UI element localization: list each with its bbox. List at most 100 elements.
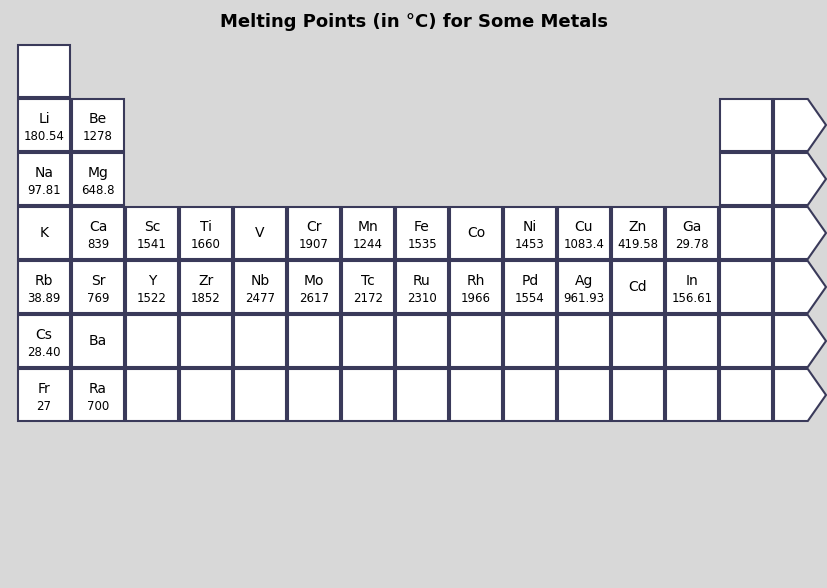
Text: 1966: 1966 xyxy=(461,292,490,305)
FancyBboxPatch shape xyxy=(395,207,447,259)
FancyBboxPatch shape xyxy=(179,261,232,313)
Text: Zn: Zn xyxy=(629,220,647,234)
Text: 29.78: 29.78 xyxy=(674,238,708,251)
Text: 97.81: 97.81 xyxy=(27,184,60,197)
FancyBboxPatch shape xyxy=(504,261,555,313)
Text: 1535: 1535 xyxy=(407,238,437,251)
Text: 38.89: 38.89 xyxy=(27,292,60,305)
Text: 156.61: 156.61 xyxy=(671,292,712,305)
Text: Mo: Mo xyxy=(304,274,324,288)
Polygon shape xyxy=(773,207,825,259)
Text: Cr: Cr xyxy=(306,220,322,234)
FancyBboxPatch shape xyxy=(611,207,663,259)
Text: Zr: Zr xyxy=(198,274,213,288)
Polygon shape xyxy=(773,153,825,205)
FancyBboxPatch shape xyxy=(665,261,717,313)
Text: 1522: 1522 xyxy=(137,292,167,305)
Text: Sc: Sc xyxy=(144,220,160,234)
Text: 1083.4: 1083.4 xyxy=(563,238,604,251)
FancyBboxPatch shape xyxy=(288,207,340,259)
Polygon shape xyxy=(773,369,825,421)
Text: Rh: Rh xyxy=(466,274,485,288)
FancyBboxPatch shape xyxy=(72,369,124,421)
FancyBboxPatch shape xyxy=(719,153,771,205)
Text: 769: 769 xyxy=(87,292,109,305)
FancyBboxPatch shape xyxy=(18,153,70,205)
FancyBboxPatch shape xyxy=(179,315,232,367)
Text: 180.54: 180.54 xyxy=(23,130,65,143)
FancyBboxPatch shape xyxy=(611,261,663,313)
Text: 2310: 2310 xyxy=(407,292,437,305)
FancyBboxPatch shape xyxy=(342,315,394,367)
Text: Ti: Ti xyxy=(200,220,212,234)
Polygon shape xyxy=(773,99,825,151)
Text: Fe: Fe xyxy=(414,220,429,234)
Text: Sr: Sr xyxy=(91,274,105,288)
Text: Tc: Tc xyxy=(361,274,375,288)
Text: Ba: Ba xyxy=(88,334,107,348)
FancyBboxPatch shape xyxy=(557,261,609,313)
Text: Ga: Ga xyxy=(681,220,700,234)
FancyBboxPatch shape xyxy=(719,369,771,421)
FancyBboxPatch shape xyxy=(126,261,178,313)
Text: 1541: 1541 xyxy=(137,238,167,251)
FancyBboxPatch shape xyxy=(342,369,394,421)
FancyBboxPatch shape xyxy=(504,369,555,421)
FancyBboxPatch shape xyxy=(72,261,124,313)
Text: Fr: Fr xyxy=(37,382,50,396)
FancyBboxPatch shape xyxy=(18,45,70,97)
FancyBboxPatch shape xyxy=(449,369,501,421)
FancyBboxPatch shape xyxy=(449,207,501,259)
FancyBboxPatch shape xyxy=(72,207,124,259)
Text: Mn: Mn xyxy=(357,220,378,234)
FancyBboxPatch shape xyxy=(395,369,447,421)
FancyBboxPatch shape xyxy=(557,369,609,421)
Text: Mg: Mg xyxy=(88,166,108,180)
FancyBboxPatch shape xyxy=(126,369,178,421)
Text: 419.58: 419.58 xyxy=(617,238,657,251)
Text: Ca: Ca xyxy=(88,220,107,234)
Text: 961.93: 961.93 xyxy=(562,292,604,305)
Text: 2617: 2617 xyxy=(299,292,328,305)
FancyBboxPatch shape xyxy=(18,261,70,313)
FancyBboxPatch shape xyxy=(179,369,232,421)
Text: Co: Co xyxy=(466,226,485,240)
Text: Melting Points (in °C) for Some Metals: Melting Points (in °C) for Some Metals xyxy=(220,13,607,31)
Text: Li: Li xyxy=(38,112,50,126)
FancyBboxPatch shape xyxy=(557,207,609,259)
FancyBboxPatch shape xyxy=(234,261,285,313)
Text: 28.40: 28.40 xyxy=(27,346,60,359)
Text: 1278: 1278 xyxy=(83,130,112,143)
FancyBboxPatch shape xyxy=(504,315,555,367)
FancyBboxPatch shape xyxy=(288,261,340,313)
Text: K: K xyxy=(40,226,49,240)
Text: Ag: Ag xyxy=(574,274,592,288)
Text: Ni: Ni xyxy=(522,220,537,234)
Text: 1907: 1907 xyxy=(299,238,328,251)
Text: Na: Na xyxy=(35,166,54,180)
Text: Cu: Cu xyxy=(574,220,592,234)
FancyBboxPatch shape xyxy=(719,99,771,151)
Text: In: In xyxy=(685,274,697,288)
FancyBboxPatch shape xyxy=(288,315,340,367)
FancyBboxPatch shape xyxy=(719,315,771,367)
Text: 648.8: 648.8 xyxy=(81,184,115,197)
FancyBboxPatch shape xyxy=(665,207,717,259)
Text: Cd: Cd xyxy=(628,280,647,294)
FancyBboxPatch shape xyxy=(18,369,70,421)
FancyBboxPatch shape xyxy=(395,261,447,313)
Text: 1453: 1453 xyxy=(514,238,544,251)
Text: 839: 839 xyxy=(87,238,109,251)
FancyBboxPatch shape xyxy=(18,207,70,259)
FancyBboxPatch shape xyxy=(234,315,285,367)
FancyBboxPatch shape xyxy=(18,315,70,367)
FancyBboxPatch shape xyxy=(72,153,124,205)
Text: 700: 700 xyxy=(87,400,109,413)
Text: 2172: 2172 xyxy=(352,292,383,305)
FancyBboxPatch shape xyxy=(557,315,609,367)
Text: 1660: 1660 xyxy=(191,238,221,251)
Text: 1554: 1554 xyxy=(514,292,544,305)
Text: Nb: Nb xyxy=(250,274,270,288)
FancyBboxPatch shape xyxy=(665,315,717,367)
Polygon shape xyxy=(773,261,825,313)
